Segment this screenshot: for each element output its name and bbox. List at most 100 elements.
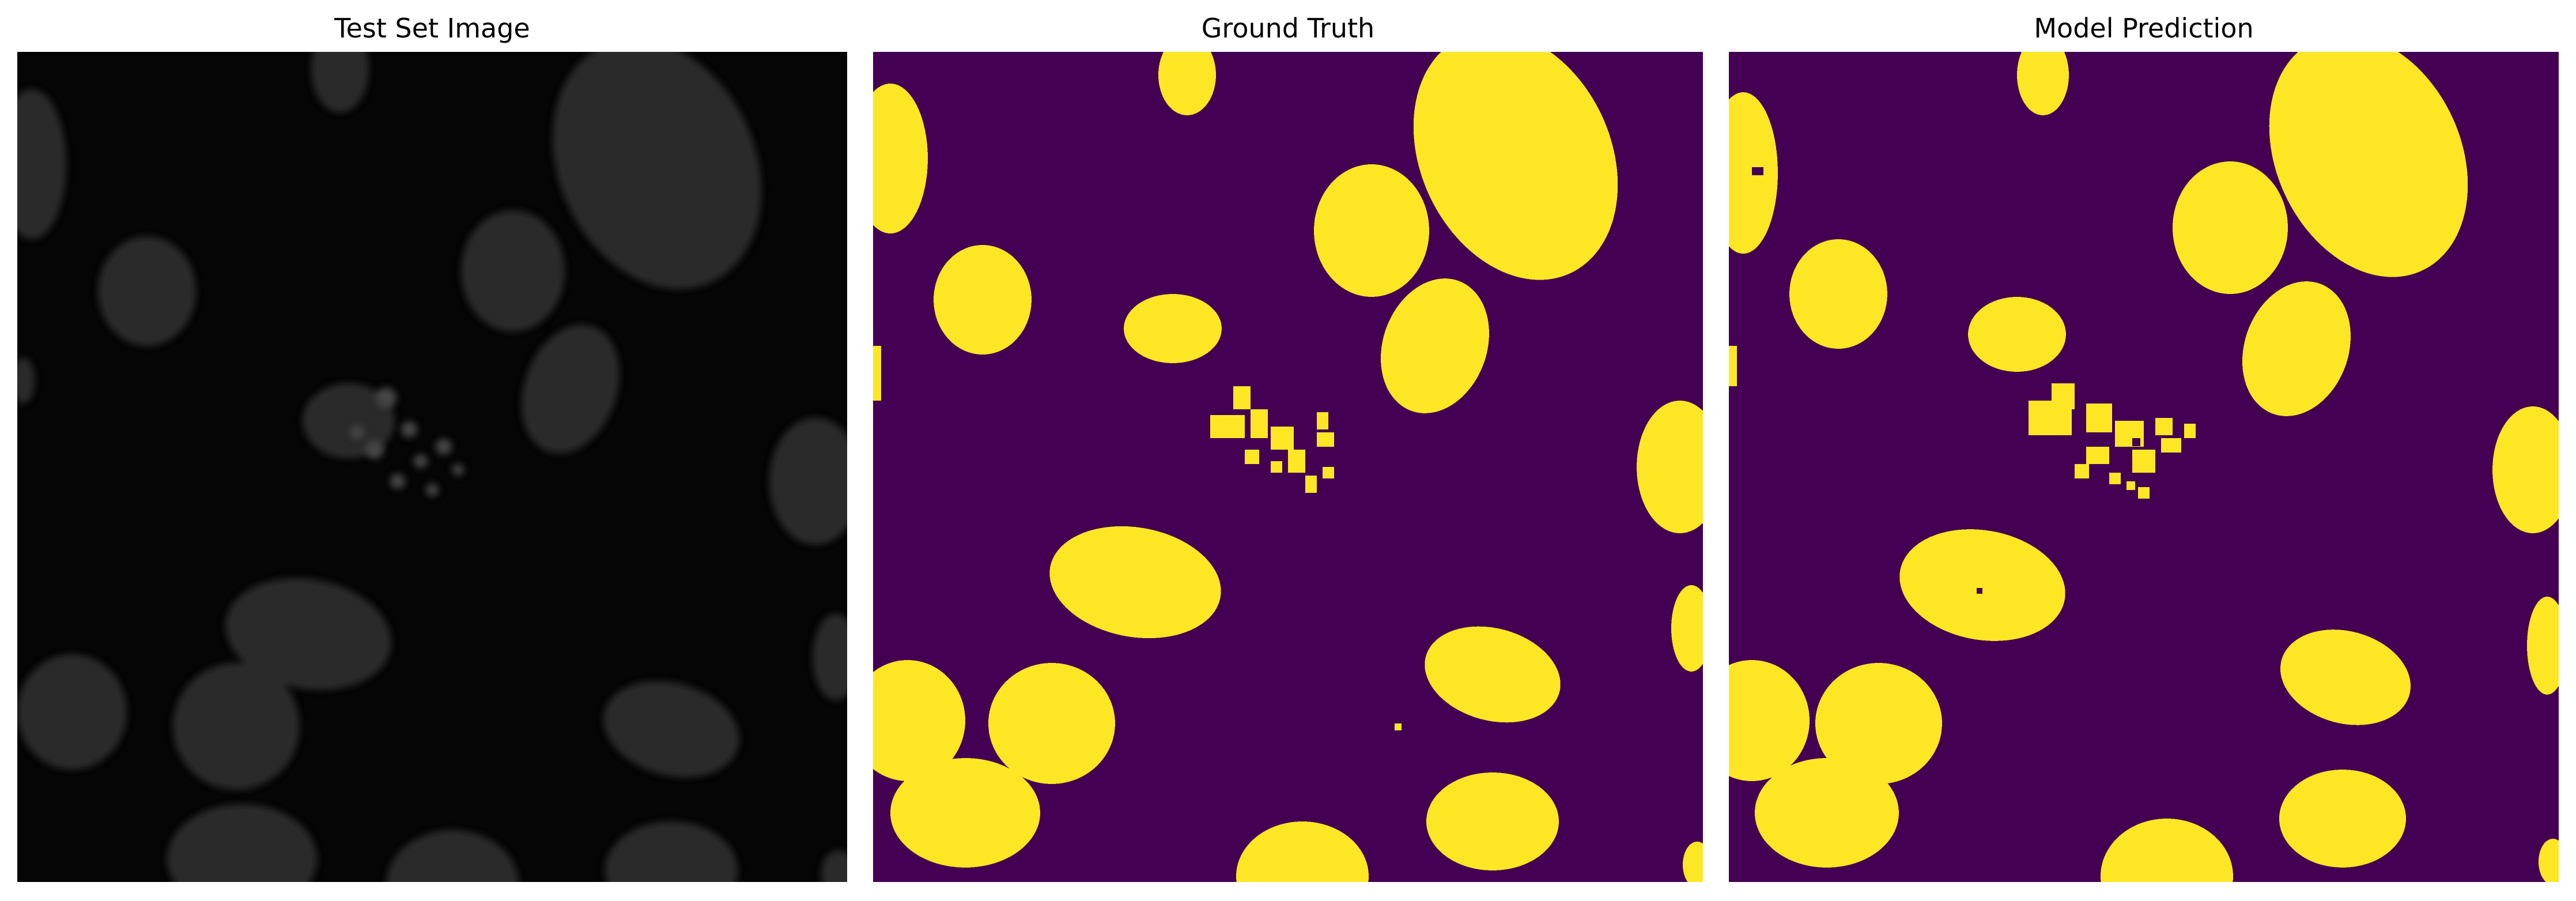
nuclei-mask-group — [1729, 52, 2559, 882]
nucleus-blob — [2155, 418, 2173, 435]
nucleus-blob — [1755, 758, 1899, 868]
nucleus-blob — [2242, 281, 2351, 416]
nucleus-blob — [1683, 842, 1703, 882]
nucleus-blob — [1637, 401, 1703, 533]
fragment-blob — [414, 454, 428, 468]
nucleus-blob — [890, 758, 1040, 868]
nucleus-blob — [17, 357, 35, 404]
nucleus-blob — [1245, 450, 1259, 464]
nucleus-blob — [552, 52, 762, 289]
mitotic-fragments — [350, 387, 464, 496]
nucleus-blob — [1413, 52, 1618, 280]
nucleus-blob — [1124, 294, 1222, 363]
panel-title: Test Set Image — [334, 13, 530, 44]
nucleus-blob — [934, 245, 1032, 355]
nucleus-blob — [2492, 406, 2559, 533]
nucleus-blob — [603, 681, 739, 778]
nucleus-blob — [2161, 438, 2181, 453]
panel-test-set-image: Test Set Image — [17, 0, 847, 901]
nucleus-blob — [1968, 297, 2066, 372]
nucleus-blob — [17, 654, 127, 770]
fragment-blob — [436, 439, 452, 455]
mask-hole — [1977, 588, 1982, 594]
nucleus-blob — [2173, 161, 2288, 294]
nucleus-blob — [2075, 464, 2089, 478]
panel-ground-truth: Ground Truth — [873, 0, 1703, 901]
nucleus-blob — [1729, 346, 1737, 386]
nucleus-blob — [461, 210, 565, 331]
nucleus-blob — [2101, 819, 2233, 882]
mask-noise-dot — [1395, 723, 1402, 730]
nucleus-blob — [522, 325, 620, 454]
model-prediction-mask-svg — [1729, 52, 2559, 882]
model-prediction-mask — [1729, 52, 2559, 882]
nucleus-blob — [2279, 770, 2406, 868]
mask-hole — [2132, 438, 2140, 446]
fragment-blob — [390, 474, 405, 489]
nucleus-blob — [1425, 626, 1561, 723]
nucleus-blob — [2184, 424, 2196, 438]
panel-model-prediction: Model Prediction — [1729, 0, 2559, 901]
nucleus-blob — [2086, 404, 2112, 432]
nucleus-blob — [98, 236, 196, 346]
nucleus-blob — [2269, 52, 2468, 277]
fragment-blob — [401, 421, 417, 438]
nucleus-blob — [225, 578, 391, 690]
nucleus-blob — [1729, 660, 1810, 781]
fragment-blob — [426, 484, 439, 496]
nucleus-blob — [605, 821, 738, 882]
nuclei-grayscale-image — [17, 52, 847, 882]
fragment-blob — [452, 464, 464, 476]
nucleus-blob — [2052, 383, 2075, 409]
nucleus-blob — [1789, 239, 1887, 349]
nucleus-blob — [1426, 772, 1559, 870]
nucleus-blob — [873, 346, 881, 401]
nucleus-blob — [1236, 821, 1369, 882]
nucleus-blob — [2138, 487, 2150, 499]
nucleus-blob — [2017, 52, 2069, 115]
nucleus-blob — [1899, 529, 2065, 641]
nucleus-blob — [988, 663, 1115, 784]
nucleus-blob — [1314, 164, 1429, 297]
nucleus-blob — [1233, 386, 1251, 409]
fragment-blob — [376, 387, 396, 408]
nuclei-mask-group — [873, 52, 1703, 882]
nucleus-blob — [17, 89, 66, 239]
nucleus-blob — [2280, 629, 2411, 725]
nucleus-blob — [1288, 450, 1305, 473]
fragment-blob — [365, 440, 384, 459]
nucleus-blob — [2126, 481, 2135, 490]
fragment-blob — [350, 425, 364, 439]
nucleus-blob — [2132, 450, 2155, 473]
nucleus-blob — [1317, 412, 1328, 429]
nucleus-blob — [1251, 409, 1268, 438]
prediction-holes — [1752, 167, 2140, 594]
nucleus-blob — [1323, 467, 1334, 478]
nucleus-blob — [1158, 52, 1216, 115]
nucleus-blob — [821, 850, 847, 882]
nucleus-blob — [167, 804, 317, 882]
ground-truth-mask — [873, 52, 1703, 882]
nucleus-blob — [173, 663, 300, 790]
nucleus-blob — [1049, 526, 1221, 639]
nucleus-blob — [2109, 473, 2121, 484]
nucleus-blob — [386, 830, 519, 882]
mask-hole — [2075, 427, 2083, 435]
nucleus-blob — [1305, 476, 1317, 493]
nucleus-blob — [1317, 432, 1334, 447]
nucleus-blob — [2086, 447, 2109, 464]
ground-truth-mask-svg — [873, 52, 1703, 882]
nucleus-blob — [1380, 278, 1490, 413]
nucleus-blob — [311, 52, 369, 112]
nucleus-blob — [1271, 461, 1282, 473]
nucleus-blob — [769, 418, 847, 545]
mask-hole — [1752, 167, 1763, 175]
nucleus-blob — [813, 614, 847, 700]
nucleus-blob — [2527, 597, 2559, 695]
nucleus-blob — [303, 383, 395, 458]
panel-title: Model Prediction — [2034, 13, 2254, 44]
panel-title: Ground Truth — [1201, 13, 1375, 44]
nuclei-group — [17, 52, 847, 882]
nucleus-blob — [1815, 663, 1942, 784]
microscopy-image — [17, 52, 847, 882]
